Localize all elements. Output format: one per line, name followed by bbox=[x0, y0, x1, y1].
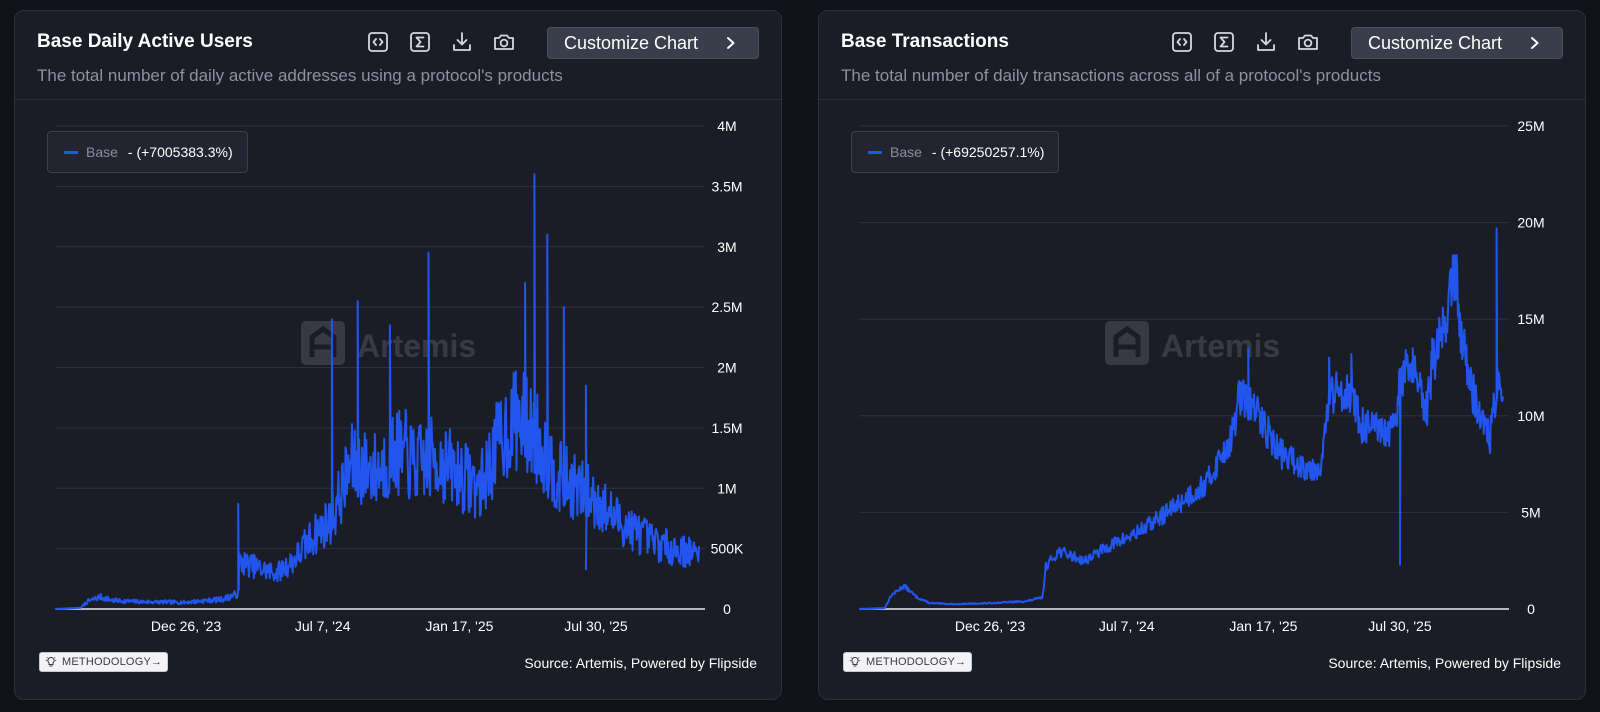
chart-legend[interactable]: Base - (+69250257.1%) bbox=[851, 131, 1060, 173]
card-title: Base Transactions bbox=[841, 31, 1009, 52]
y-tick-label: 4M bbox=[717, 118, 736, 134]
methodology-button[interactable]: METHODOLOGY→ bbox=[843, 652, 973, 672]
lightbulb-icon bbox=[45, 656, 57, 667]
legend-swatch bbox=[868, 150, 882, 154]
chart-plot[interactable]: 0 500K 1M 1.5M 2M 2.5M 3M 3.5M 4M Dec 26, '23 Jul … bbox=[15, 11, 782, 700]
legend-series-name: Base bbox=[86, 144, 118, 160]
legend-series-name: Base bbox=[890, 144, 922, 160]
y-tick-label: 500K bbox=[711, 541, 744, 557]
y-tick-label: 15M bbox=[1517, 311, 1544, 327]
dau-card: Base Daily Active Users The total number… bbox=[14, 10, 782, 700]
chevron-right-icon bbox=[727, 37, 735, 49]
screenshot-button[interactable] bbox=[1295, 29, 1321, 55]
artemis-watermark: Artemis bbox=[1105, 321, 1280, 365]
y-tick-label: 20M bbox=[1517, 215, 1544, 231]
watermark-logo-mark bbox=[1113, 325, 1141, 357]
customize-chart-label: Customize Chart bbox=[564, 32, 699, 53]
sigma-icon bbox=[410, 32, 430, 52]
watermark-logo-icon bbox=[1105, 321, 1149, 365]
x-tick-label: Jul 30, '25 bbox=[1368, 618, 1432, 634]
header-divider bbox=[15, 99, 781, 100]
code-icon bbox=[1172, 32, 1192, 52]
download-button[interactable] bbox=[1253, 29, 1279, 55]
chevron-right-icon bbox=[1531, 37, 1539, 49]
watermark-text: Artemis bbox=[1161, 328, 1280, 364]
y-tick-label: 3M bbox=[717, 239, 736, 255]
legend-change: - (+7005383.3%) bbox=[127, 144, 233, 160]
x-tick-label: Jan 17, '25 bbox=[1229, 618, 1297, 634]
customize-chart-button[interactable]: Customize Chart bbox=[547, 27, 759, 59]
x-tick-label: Dec 26, '23 bbox=[955, 618, 1026, 634]
x-tick-label: Jan 17, '25 bbox=[425, 618, 493, 634]
x-tick-label: Jul 7, '24 bbox=[1099, 618, 1155, 634]
methodology-label: METHODOLOGY→ bbox=[866, 656, 967, 668]
methodology-button[interactable]: METHODOLOGY→ bbox=[39, 652, 169, 672]
chart-plot[interactable]: 0 5M 10M 15M 20M 25M Dec 26, '23 Jul 7, '24 Jan … bbox=[819, 11, 1586, 700]
methodology-label: METHODOLOGY→ bbox=[62, 656, 163, 668]
artemis-watermark: Artemis bbox=[301, 321, 476, 365]
source-credit: Source: Artemis, Powered by Flipside bbox=[1328, 655, 1561, 671]
legend-change: - (+69250257.1%) bbox=[931, 144, 1045, 160]
sigma-icon bbox=[1214, 32, 1234, 52]
header-divider bbox=[819, 99, 1585, 100]
chart-legend[interactable]: Base - (+7005383.3%) bbox=[47, 131, 248, 173]
screenshot-button[interactable] bbox=[491, 29, 517, 55]
lightbulb-icon bbox=[849, 656, 861, 667]
formula-button[interactable] bbox=[1211, 29, 1237, 55]
formula-button[interactable] bbox=[407, 29, 433, 55]
download-button[interactable] bbox=[449, 29, 475, 55]
x-tick-label: Dec 26, '23 bbox=[151, 618, 222, 634]
customize-chart-label: Customize Chart bbox=[1368, 32, 1503, 53]
transactions-card: Base Transactions The total number of da… bbox=[818, 10, 1586, 700]
y-tick-label: 2.5M bbox=[711, 299, 742, 315]
card-subtitle: The total number of daily transactions a… bbox=[841, 66, 1381, 85]
y-tick-label: 5M bbox=[1521, 504, 1540, 520]
embed-button[interactable] bbox=[1169, 29, 1195, 55]
base-series-line[interactable] bbox=[54, 173, 700, 610]
x-tick-label: Jul 30, '25 bbox=[564, 618, 628, 634]
watermark-text: Artemis bbox=[357, 328, 476, 364]
code-icon bbox=[368, 32, 388, 52]
download-icon bbox=[1257, 32, 1275, 51]
embed-button[interactable] bbox=[365, 29, 391, 55]
y-tick-label: 3.5M bbox=[711, 178, 742, 194]
source-credit: Source: Artemis, Powered by Flipside bbox=[524, 655, 757, 671]
y-tick-label: 0 bbox=[1527, 601, 1535, 617]
y-tick-label: 10M bbox=[1517, 408, 1544, 424]
y-tick-label: 25M bbox=[1517, 118, 1544, 134]
camera-icon bbox=[1298, 34, 1318, 50]
legend-swatch bbox=[64, 150, 78, 154]
camera-icon bbox=[494, 34, 514, 50]
watermark-logo-icon bbox=[301, 321, 345, 365]
y-tick-label: 1.5M bbox=[711, 420, 742, 436]
card-subtitle: The total number of daily active address… bbox=[37, 66, 563, 85]
download-icon bbox=[453, 32, 471, 51]
customize-chart-button[interactable]: Customize Chart bbox=[1351, 27, 1563, 59]
y-tick-label: 2M bbox=[717, 360, 736, 376]
y-tick-label: 0 bbox=[723, 601, 731, 617]
base-series-line[interactable] bbox=[858, 227, 1504, 610]
y-tick-label: 1M bbox=[717, 480, 736, 496]
watermark-logo-mark bbox=[309, 325, 337, 357]
card-title: Base Daily Active Users bbox=[37, 31, 253, 52]
x-tick-label: Jul 7, '24 bbox=[295, 618, 351, 634]
